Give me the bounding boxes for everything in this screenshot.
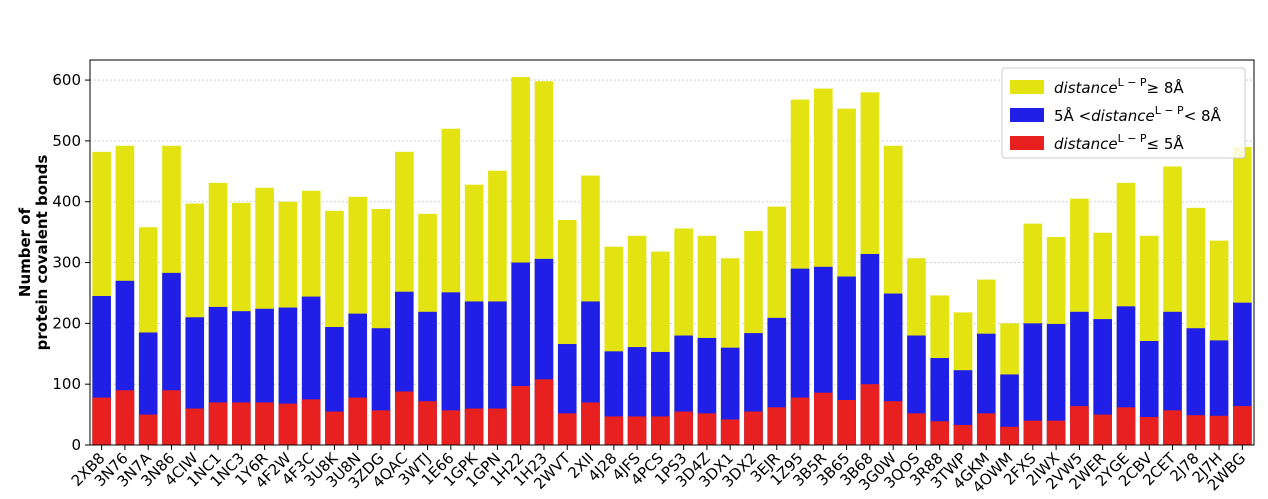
y-tick-label: 400 [52,193,81,211]
bar-segment-le5 [232,402,251,445]
y-tick-label: 100 [52,375,81,393]
bar-segment-le5 [348,397,368,445]
bar-segment-le5 [697,413,717,445]
bar-segment-le5 [883,401,903,445]
bar-segment-le5 [976,413,996,445]
bar-segment-le5 [860,384,880,445]
bar-segment-le5 [1023,420,1043,445]
legend: distanceL − P≥ 8Å 5Å <distanceL − P< 8Å di… [1001,67,1246,159]
bars [92,77,1252,446]
bar-segment-le5 [627,416,647,445]
bar-segment-le5 [511,386,530,445]
bar-segment-le5 [185,408,205,445]
bar-segment-le5 [138,414,158,445]
bar-segment-le5 [115,390,135,445]
bar-segment-5to8 [441,292,461,445]
bar-segment-le5 [1046,420,1066,445]
bar-segment-le5 [1233,406,1252,445]
legend-entry: distanceL − P≤ 5Å [1054,132,1184,153]
y-tick-label: 0 [71,436,81,454]
y-axis-label: Number ofprotein covalent bonds [16,155,51,351]
bar-segment-le5 [255,402,274,445]
bar-segment-5to8 [1046,323,1066,445]
bar-segment-le5 [418,401,437,445]
bar-segment-le5 [278,403,298,445]
bar-segment-le5 [953,424,973,445]
bar-segment-le5 [581,402,600,445]
bar-segment-le5 [814,392,833,445]
legend-box [1001,67,1246,159]
y-tick-label: 600 [52,71,81,89]
bar-segment-le5 [208,402,228,445]
bar-segment-5to8 [1093,319,1112,445]
bar-segment-le5 [604,416,624,445]
plot-frame [89,59,1255,446]
bar-segment-le5 [1209,415,1229,445]
y-axis-label-line: Number of [16,207,34,297]
y-tick-label: 200 [52,314,81,332]
bar-segment-le5 [651,416,670,445]
bar-segment-le5 [394,391,414,445]
bar-segment-le5 [1000,426,1019,445]
bar-segment-le5 [767,407,787,445]
bar-segment-le5 [301,399,321,445]
bar-segment-le5 [1163,410,1182,445]
bar-segment-le5 [744,411,763,445]
legend-entry: distanceL − P≥ 8Å [1054,76,1184,97]
bar-segment-le5 [557,413,577,445]
y-tick-label: 500 [52,132,81,150]
bar-segment-le5 [488,408,507,445]
bar-segment-le5 [930,421,950,445]
bar-segment-le5 [720,419,740,445]
legend-swatch [1010,80,1044,94]
bar-segment-le5 [371,410,391,445]
bar-segment-le5 [325,411,344,445]
bar-segment-le5 [464,408,484,445]
bar-segment-le5 [1139,417,1159,445]
bar-segment-le5 [92,397,111,445]
y-axis-label-line: protein covalent bonds [33,155,51,351]
legend-entry: 5Å <distanceL − P< 8Å [1054,104,1222,125]
bar-segment-le5 [1093,414,1112,445]
bar-segment-le5 [1116,407,1136,445]
bar-segment-le5 [162,390,181,445]
bar-segment-5to8 [1023,323,1043,445]
legend-swatch [1010,136,1044,150]
bar-segment-le5 [790,397,810,445]
bar-segment-le5 [534,379,554,445]
bar-segment-le5 [837,399,856,445]
bar-segment-le5 [1186,415,1206,445]
legend-swatch [1010,108,1044,122]
bar-segment-le5 [1070,406,1089,445]
bar-segment-le5 [674,411,693,445]
bar-segment-le5 [907,413,926,445]
y-tick-label: 300 [52,254,81,272]
bar-segment-le5 [441,410,461,445]
